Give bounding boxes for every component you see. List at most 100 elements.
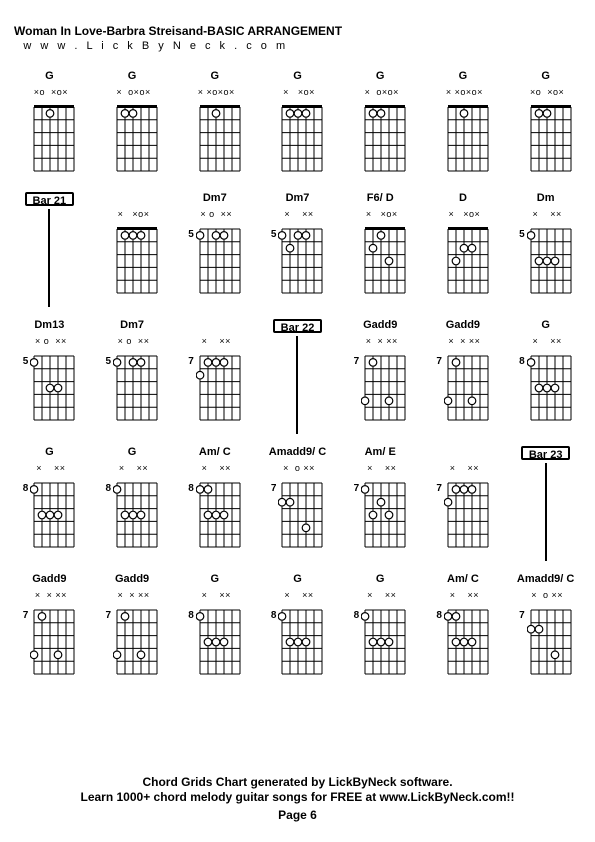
chord-name: G — [45, 446, 54, 460]
diagram-wrap: 7 — [101, 602, 163, 683]
string-header: × o ×× — [197, 209, 232, 220]
chord-name: Am/ C — [447, 573, 479, 587]
fret-number: 7 — [349, 483, 359, 494]
fretboard-diagram — [444, 477, 494, 556]
fret-number: 8 — [515, 356, 525, 367]
diagram-wrap — [349, 221, 411, 302]
fretboard-diagram — [527, 223, 577, 302]
chord-cell: G × ××8 — [345, 573, 416, 683]
string-header: ×o ×o× — [31, 87, 68, 98]
chord-name: G — [293, 573, 302, 587]
bar-marker-cell: Bar 23 — [510, 446, 581, 561]
chord-name: G — [459, 70, 468, 84]
chord-cell: × ××7 — [179, 319, 250, 434]
fret-number: 5 — [18, 356, 28, 367]
diagram-wrap: 8 — [184, 602, 246, 683]
chord-name: Gadd9 — [32, 573, 66, 587]
chord-name: G — [211, 573, 220, 587]
diagram-wrap — [101, 99, 163, 180]
chord-cell: D × ×o× — [428, 192, 499, 307]
chord-name: G — [541, 319, 550, 333]
fretboard-diagram — [113, 101, 163, 180]
string-header: × o ×× — [280, 463, 315, 474]
fretboard-diagram — [527, 350, 577, 429]
diagram-wrap: 8 — [432, 602, 494, 683]
fret-number: 5 — [515, 229, 525, 240]
chord-name: G — [211, 70, 220, 84]
string-header: × o×o× — [113, 87, 150, 98]
chord-name: Dm — [537, 192, 555, 206]
string-header: × ×× — [199, 336, 231, 347]
chord-cell: Amadd9/ C × o ××7 — [262, 446, 333, 561]
chord-cell: G ×o ×o× — [14, 70, 85, 180]
string-header: × o ×× — [528, 590, 563, 601]
bar-marker-cell: Bar 22 — [262, 319, 333, 434]
diagram-wrap — [515, 99, 577, 180]
chord-name: Am/ E — [365, 446, 396, 460]
chord-cell: Dm × ××5 — [510, 192, 581, 307]
chord-cell: Gadd9 × × ××7 — [14, 573, 85, 683]
fretboard-diagram — [444, 101, 494, 180]
string-header: × ×× — [199, 590, 231, 601]
string-header: ×o ×o× — [527, 87, 564, 98]
fret-number: 8 — [184, 610, 194, 621]
bar-line — [48, 209, 50, 307]
footer-line-1: Chord Grids Chart generated by LickByNec… — [0, 775, 595, 791]
chord-cell: Am/ C × ××8 — [179, 446, 250, 561]
chord-cell: G × ×× 8 — [510, 319, 581, 434]
chord-cell: Amadd9/ C × o ××7 — [510, 573, 581, 683]
diagram-wrap: 5 — [266, 221, 328, 302]
bar-line — [296, 336, 298, 434]
fretboard-diagram — [196, 223, 246, 302]
string-header: × o ×× — [32, 336, 67, 347]
bar-marker-cell: Bar 21 — [14, 192, 85, 307]
bar-label: Bar 21 — [25, 192, 75, 206]
string-header: × ×× — [530, 336, 562, 347]
diagram-wrap: 7 — [18, 602, 80, 683]
fretboard-diagram — [361, 477, 411, 556]
chord-cell: G × ××8 — [97, 446, 168, 561]
chord-cell: Dm7 × o ××5 — [97, 319, 168, 434]
chord-cell: G × ×o×o× — [428, 70, 499, 180]
chord-name: G — [128, 70, 137, 84]
fretboard-diagram — [361, 604, 411, 683]
chord-name: G — [376, 573, 385, 587]
string-header: × ×× — [364, 463, 396, 474]
string-header: × × ×× — [363, 336, 398, 347]
chord-cell: Dm13 × o ×× 5 — [14, 319, 85, 434]
chord-name: Gadd9 — [363, 319, 397, 333]
string-header: × × ×× — [445, 336, 480, 347]
fretboard-diagram — [527, 101, 577, 180]
diagram-wrap — [432, 99, 494, 180]
string-header: × ×o× — [446, 209, 481, 220]
fretboard-diagram — [444, 350, 494, 429]
fretboard-diagram — [527, 604, 577, 683]
page-footer: Chord Grids Chart generated by LickByNec… — [0, 775, 595, 806]
diagram-wrap: 7 — [349, 348, 411, 429]
fret-number: 8 — [266, 610, 276, 621]
chord-cell: F6/ D × ×o× — [345, 192, 416, 307]
fretboard-diagram — [278, 223, 328, 302]
chord-name: F6/ D — [367, 192, 394, 206]
chord-name: G — [293, 70, 302, 84]
diagram-wrap: 7 — [266, 475, 328, 556]
diagram-wrap — [432, 221, 494, 302]
chord-cell: G × o×o× — [345, 70, 416, 180]
fretboard-diagram — [196, 350, 246, 429]
chord-name: Am/ C — [199, 446, 231, 460]
fretboard-diagram — [361, 350, 411, 429]
fretboard-diagram — [278, 101, 328, 180]
chord-name: Dm7 — [286, 192, 310, 206]
diagram-wrap: 7 — [184, 348, 246, 429]
fret-number: 7 — [432, 483, 442, 494]
diagram-wrap — [349, 99, 411, 180]
fretboard-diagram — [113, 604, 163, 683]
diagram-wrap — [18, 99, 80, 180]
chord-name: Dm13 — [34, 319, 64, 333]
chord-name: Dm7 — [203, 192, 227, 206]
string-header: × ×× — [281, 209, 313, 220]
string-header: × ×× — [281, 590, 313, 601]
diagram-wrap: 5 — [18, 348, 80, 429]
fretboard-diagram — [196, 604, 246, 683]
chord-cell: Gadd9 × × ××7 — [97, 573, 168, 683]
